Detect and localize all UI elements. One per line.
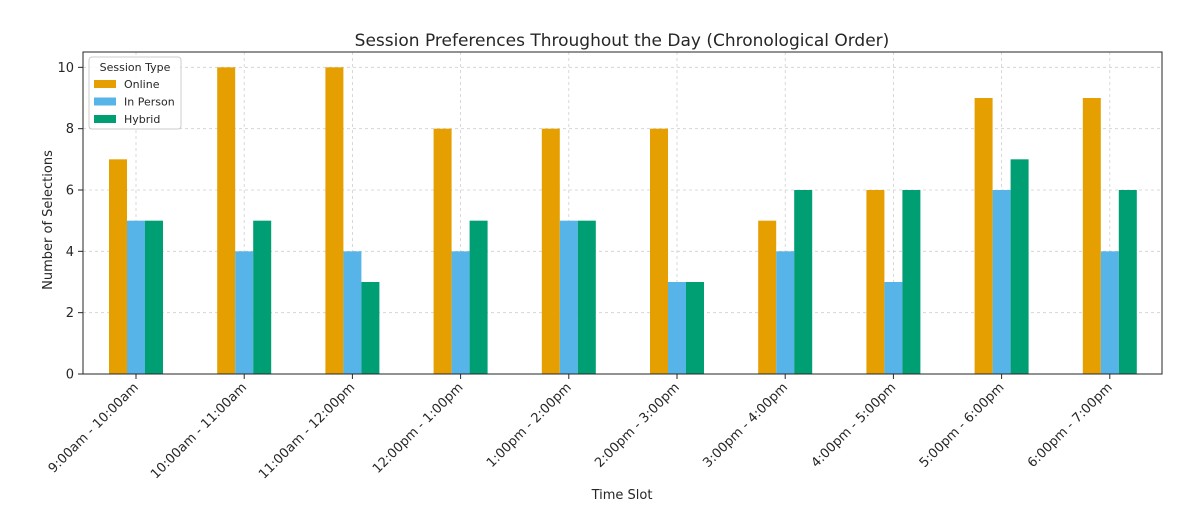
bar-online bbox=[541, 128, 560, 374]
bar-hybrid bbox=[686, 282, 704, 374]
bar-online bbox=[109, 159, 127, 374]
legend-label: Hybrid bbox=[124, 113, 160, 126]
bar-online bbox=[866, 190, 885, 374]
plot-frame bbox=[82, 51, 1163, 375]
y-tick-label: 2 bbox=[66, 306, 74, 321]
bar-online bbox=[1082, 98, 1101, 374]
x-tick-label: 12:00pm - 1:00pm bbox=[370, 380, 466, 476]
legend-swatch-hybrid bbox=[94, 115, 116, 123]
x-axis-label: Time Slot bbox=[591, 488, 653, 503]
bar-in-person bbox=[668, 282, 686, 374]
y-tick-label: 4 bbox=[66, 245, 74, 260]
bar-online bbox=[217, 67, 236, 374]
legend-swatch-online bbox=[94, 80, 116, 88]
bar-hybrid bbox=[253, 220, 272, 374]
bar-in-person bbox=[992, 190, 1011, 374]
bar-online bbox=[433, 128, 452, 374]
bar-hybrid bbox=[902, 190, 921, 374]
x-tick-label: 4:00pm - 5:00pm bbox=[809, 380, 900, 471]
bar-in-person bbox=[559, 220, 578, 374]
legend-title: Session Type bbox=[100, 61, 171, 74]
bar-hybrid bbox=[794, 190, 813, 374]
bar-online bbox=[650, 128, 668, 374]
y-axis-label: Number of Selections bbox=[41, 150, 56, 290]
x-tick-label: 9:00am - 10:00am bbox=[46, 380, 142, 476]
bar-hybrid bbox=[361, 282, 380, 374]
axes bbox=[82, 51, 1163, 375]
bar-in-person bbox=[343, 251, 362, 374]
bar-online bbox=[974, 98, 993, 374]
x-tick-label: 11:00am - 12:00pm bbox=[256, 380, 358, 482]
bar-hybrid bbox=[1010, 159, 1029, 374]
bar-hybrid bbox=[577, 220, 596, 374]
bar-in-person bbox=[127, 220, 145, 374]
bar-hybrid bbox=[1118, 190, 1137, 374]
y-tick-label: 0 bbox=[66, 368, 74, 383]
y-tick-label: 8 bbox=[66, 122, 74, 137]
bars bbox=[109, 67, 1137, 374]
legend-swatch-in-person bbox=[94, 97, 116, 106]
bar-hybrid bbox=[145, 220, 163, 374]
chart-title: Session Preferences Throughout the Day (… bbox=[355, 31, 890, 51]
bar-in-person bbox=[235, 251, 254, 374]
x-tick-label: 3:00pm - 4:00pm bbox=[700, 380, 791, 471]
bar-in-person bbox=[884, 282, 903, 374]
legend: Session Type Online In Person Hybrid bbox=[88, 56, 182, 130]
x-tick-label: 2:00pm - 3:00pm bbox=[592, 380, 683, 471]
bar-in-person bbox=[451, 251, 470, 374]
x-tick-label: 1:00pm - 2:00pm bbox=[484, 380, 575, 471]
x-tick-label: 5:00pm - 6:00pm bbox=[917, 380, 1008, 471]
legend-box bbox=[88, 56, 182, 130]
legend-label: Online bbox=[124, 78, 160, 91]
bar-online bbox=[325, 67, 344, 374]
bar-in-person bbox=[1100, 251, 1119, 374]
y-tick-label: 10 bbox=[57, 61, 74, 76]
x-tick-label: 10:00am - 11:00am bbox=[148, 380, 250, 482]
bar-hybrid bbox=[469, 220, 488, 374]
x-tick-label: 6:00pm - 7:00pm bbox=[1025, 380, 1116, 471]
legend-label: In Person bbox=[124, 96, 175, 109]
y-tick-label: 6 bbox=[66, 184, 74, 199]
bar-in-person bbox=[776, 251, 795, 374]
bar-online bbox=[758, 220, 777, 374]
